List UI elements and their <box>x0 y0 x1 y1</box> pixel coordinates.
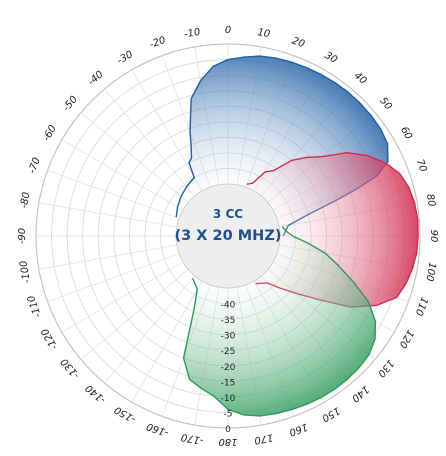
grid-spoke-21 <box>131 280 203 403</box>
angle-tick-label: 150 <box>320 404 342 423</box>
radial-tick-label: -40 <box>221 301 236 311</box>
grid-spoke-31 <box>80 112 189 203</box>
angle-tick-label: -140 <box>84 382 108 405</box>
center-label-line1: 3 CC <box>213 207 243 221</box>
angle-tick-label: -100 <box>18 260 33 284</box>
grid-spoke-30 <box>61 139 184 211</box>
angle-tick-label: 80 <box>424 193 437 207</box>
angle-tick-label: -150 <box>113 404 138 425</box>
angle-tick-label: -50 <box>61 94 80 114</box>
angle-tick-label: -160 <box>145 420 170 438</box>
angle-tick-label: 100 <box>423 261 437 282</box>
angle-tick-label: -60 <box>41 123 59 143</box>
grid-spoke-33 <box>131 69 203 192</box>
center-label-line2: (3 X 20 MHZ) <box>175 228 282 244</box>
angle-tick-label: 10 <box>256 27 270 40</box>
angle-tick-label: 110 <box>413 295 430 317</box>
series-line-2 <box>182 225 377 417</box>
center-disk <box>175 183 281 289</box>
radial-tick-label: -15 <box>221 378 236 388</box>
angle-tick-label: -10 <box>183 27 201 41</box>
angle-tick-label: 20 <box>290 36 306 51</box>
radial-tick-label: 0 <box>225 425 231 435</box>
grid-spoke-32 <box>104 88 195 197</box>
grid-spoke-24 <box>61 261 184 333</box>
angle-tick-label: 170 <box>253 431 274 445</box>
angle-tick-label: 50 <box>377 95 394 112</box>
angle-tick-label: 160 <box>287 421 309 438</box>
angle-tick-label: 0 <box>225 25 231 36</box>
grid-spoke-23 <box>80 269 189 360</box>
angle-tick-label: 140 <box>349 383 371 404</box>
radial-tick-label: -35 <box>221 316 236 326</box>
grid-spoke-25 <box>47 253 180 302</box>
radial-tick-label: -30 <box>221 332 236 342</box>
angle-tick-label: -110 <box>26 294 44 319</box>
angle-tick-label: -70 <box>27 156 43 175</box>
angle-tick-label: -80 <box>19 191 33 209</box>
angle-tick-label: -170 <box>180 431 204 446</box>
angle-tick-label: -30 <box>115 49 135 67</box>
angle-tick-label: 40 <box>352 70 369 87</box>
angle-tick-label: -40 <box>86 69 106 88</box>
radial-tick-label: -10 <box>221 394 236 404</box>
radial-tick-label: -5 <box>224 409 233 419</box>
grid-spoke-29 <box>47 170 180 219</box>
radial-tick-labels: -40 -35 -30 -25 -20 -15 -10 -5 0 <box>221 301 236 435</box>
radial-tick-label: -20 <box>221 363 236 373</box>
grid-spoke-22 <box>104 275 195 384</box>
radial-tick-label: -25 <box>221 347 236 357</box>
angle-tick-label: 60 <box>398 125 414 142</box>
angle-tick-label: 30 <box>322 50 339 66</box>
angle-tick-label: 130 <box>375 357 396 379</box>
angle-tick-label: 180 <box>218 436 237 447</box>
angle-tick-label: -120 <box>40 326 61 351</box>
grid-spoke-28 <box>38 202 177 228</box>
grid-spoke-26 <box>38 244 177 270</box>
angle-tick-label: 90 <box>428 230 439 243</box>
angle-tick-label: -130 <box>59 356 82 380</box>
angle-tick-label: 70 <box>414 158 429 174</box>
angle-tick-label: -20 <box>148 35 167 51</box>
angle-tick-label: 120 <box>396 328 415 350</box>
angle-tick-label: -90 <box>17 228 28 244</box>
